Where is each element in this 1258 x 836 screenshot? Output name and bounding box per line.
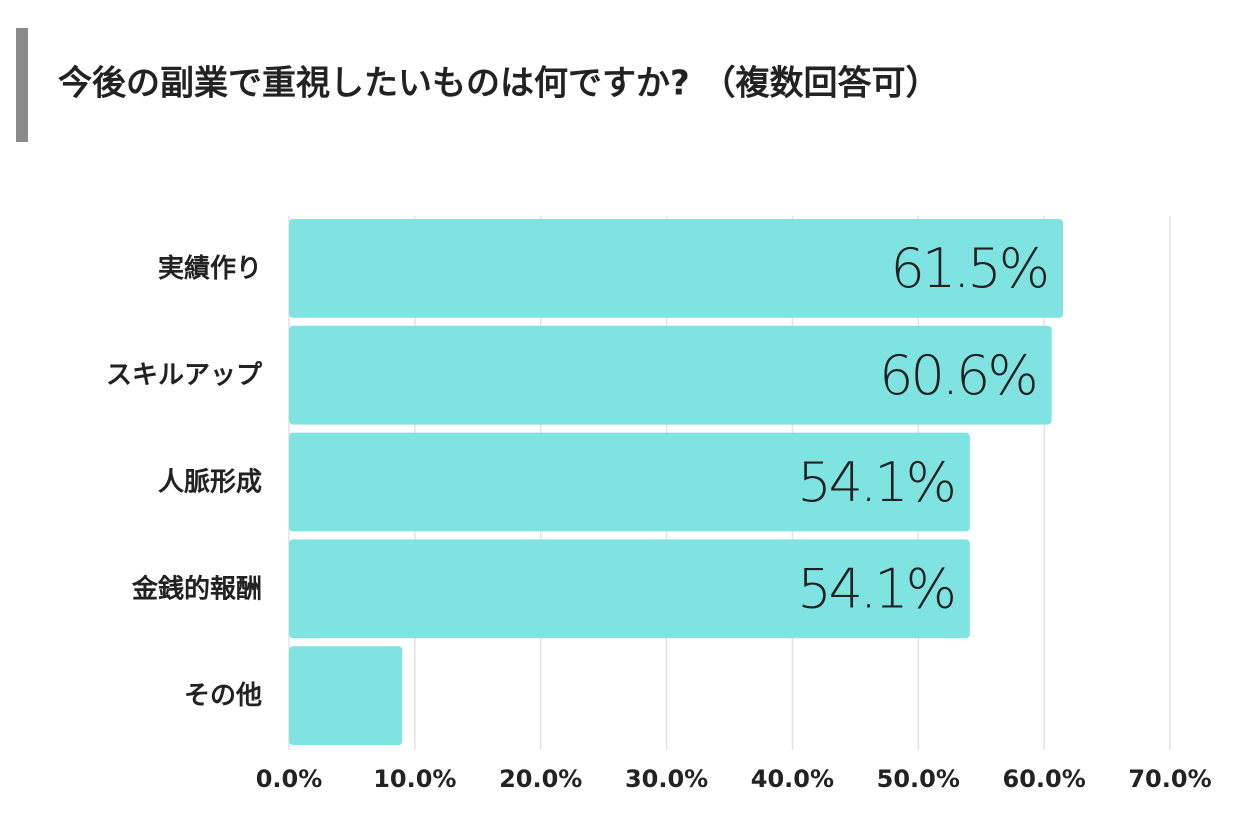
bar (289, 219, 1064, 318)
x-tick-label: 30.0% (625, 765, 708, 793)
x-tick-label: 60.0% (1003, 765, 1086, 793)
y-tick-label: 人脈形成 (158, 468, 262, 498)
x-tick-label: 20.0% (499, 765, 582, 793)
value-label: 54.1% (797, 558, 954, 621)
value-label: 61.5% (890, 237, 1047, 300)
x-tick-label: 70.0% (1128, 765, 1211, 793)
bar (289, 325, 1052, 425)
x-tick-label: 0.0% (256, 765, 323, 793)
y-tick-label: スキルアップ (106, 361, 263, 391)
bar (289, 646, 403, 745)
y-tick-label: 金銭的報酬 (131, 573, 262, 604)
x-tick-label: 10.0% (373, 765, 456, 793)
chart-title: 今後の副業で重視したいものは何ですか? （複数回答可） (58, 64, 940, 104)
bar (289, 539, 970, 639)
bar (289, 432, 970, 532)
title-accent (16, 28, 28, 142)
x-tick-label: 50.0% (877, 765, 960, 793)
y-tick-label: その他 (184, 681, 262, 711)
value-label: 60.6% (879, 344, 1036, 407)
x-tick-label: 40.0% (751, 765, 834, 793)
y-tick-label: 実績作り (158, 253, 262, 284)
value-label: 54.1% (797, 451, 954, 514)
